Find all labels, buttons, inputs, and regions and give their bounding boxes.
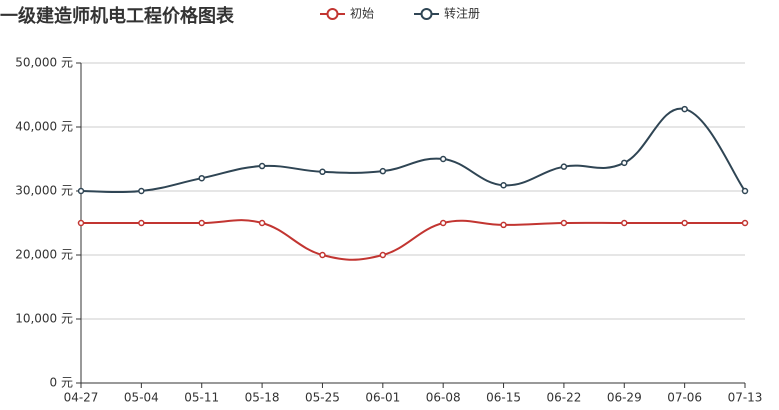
legend-marker bbox=[420, 8, 433, 20]
series-line bbox=[80, 107, 746, 194]
y-tick-label: 0 元 bbox=[50, 376, 73, 390]
data-point bbox=[560, 163, 568, 170]
data-point bbox=[560, 219, 568, 227]
x-tick-label: 06-08 bbox=[426, 391, 461, 405]
x-tick-label: 05-18 bbox=[245, 391, 280, 405]
data-point bbox=[621, 219, 628, 227]
y-tick-label: 30,000 元 bbox=[15, 184, 73, 198]
legend-label: 转注册 bbox=[444, 6, 480, 21]
data-point bbox=[77, 219, 85, 227]
x-tick-label: 05-25 bbox=[305, 391, 340, 405]
y-tick-label: 40,000 元 bbox=[15, 120, 73, 134]
data-point bbox=[500, 181, 507, 189]
legend-marker bbox=[326, 8, 339, 20]
legend-item: 初始 bbox=[320, 7, 374, 21]
data-point bbox=[379, 251, 387, 259]
data-point bbox=[319, 168, 326, 176]
chart-title: 一级建造师机电工程价格图表 bbox=[0, 5, 235, 27]
x-tick-label: 07-13 bbox=[728, 391, 763, 405]
data-point bbox=[138, 219, 145, 227]
x-tick-label: 05-11 bbox=[184, 391, 219, 405]
series-line bbox=[80, 219, 745, 261]
data-point bbox=[198, 219, 205, 227]
data-point bbox=[439, 219, 447, 227]
x-tick-label: 06-15 bbox=[486, 391, 521, 405]
legend-label: 初始 bbox=[350, 7, 374, 21]
data-point bbox=[319, 251, 326, 259]
x-tick-label: 06-22 bbox=[546, 391, 581, 405]
data-point bbox=[621, 159, 628, 167]
data-point bbox=[198, 174, 205, 182]
x-tick-label: 06-29 bbox=[607, 391, 642, 405]
data-point bbox=[77, 187, 85, 195]
x-tick-label: 06-01 bbox=[365, 391, 400, 405]
data-point bbox=[439, 155, 447, 163]
x-tick-label: 07-06 bbox=[667, 391, 702, 405]
data-point bbox=[138, 187, 145, 195]
data-point bbox=[258, 219, 266, 227]
data-point bbox=[258, 162, 266, 170]
data-point bbox=[681, 105, 688, 113]
x-tick-label: 04-27 bbox=[64, 391, 99, 405]
data-point bbox=[741, 187, 749, 195]
data-point bbox=[741, 219, 749, 227]
data-point bbox=[379, 167, 387, 175]
legend-item: 转注册 bbox=[414, 6, 480, 21]
y-tick-label: 10,000 元 bbox=[15, 312, 73, 326]
data-point bbox=[681, 219, 688, 227]
data-point bbox=[500, 221, 507, 229]
y-tick-label: 50,000 元 bbox=[15, 56, 73, 70]
y-tick-label: 20,000 元 bbox=[15, 248, 73, 262]
x-tick-label: 05-04 bbox=[124, 391, 159, 405]
